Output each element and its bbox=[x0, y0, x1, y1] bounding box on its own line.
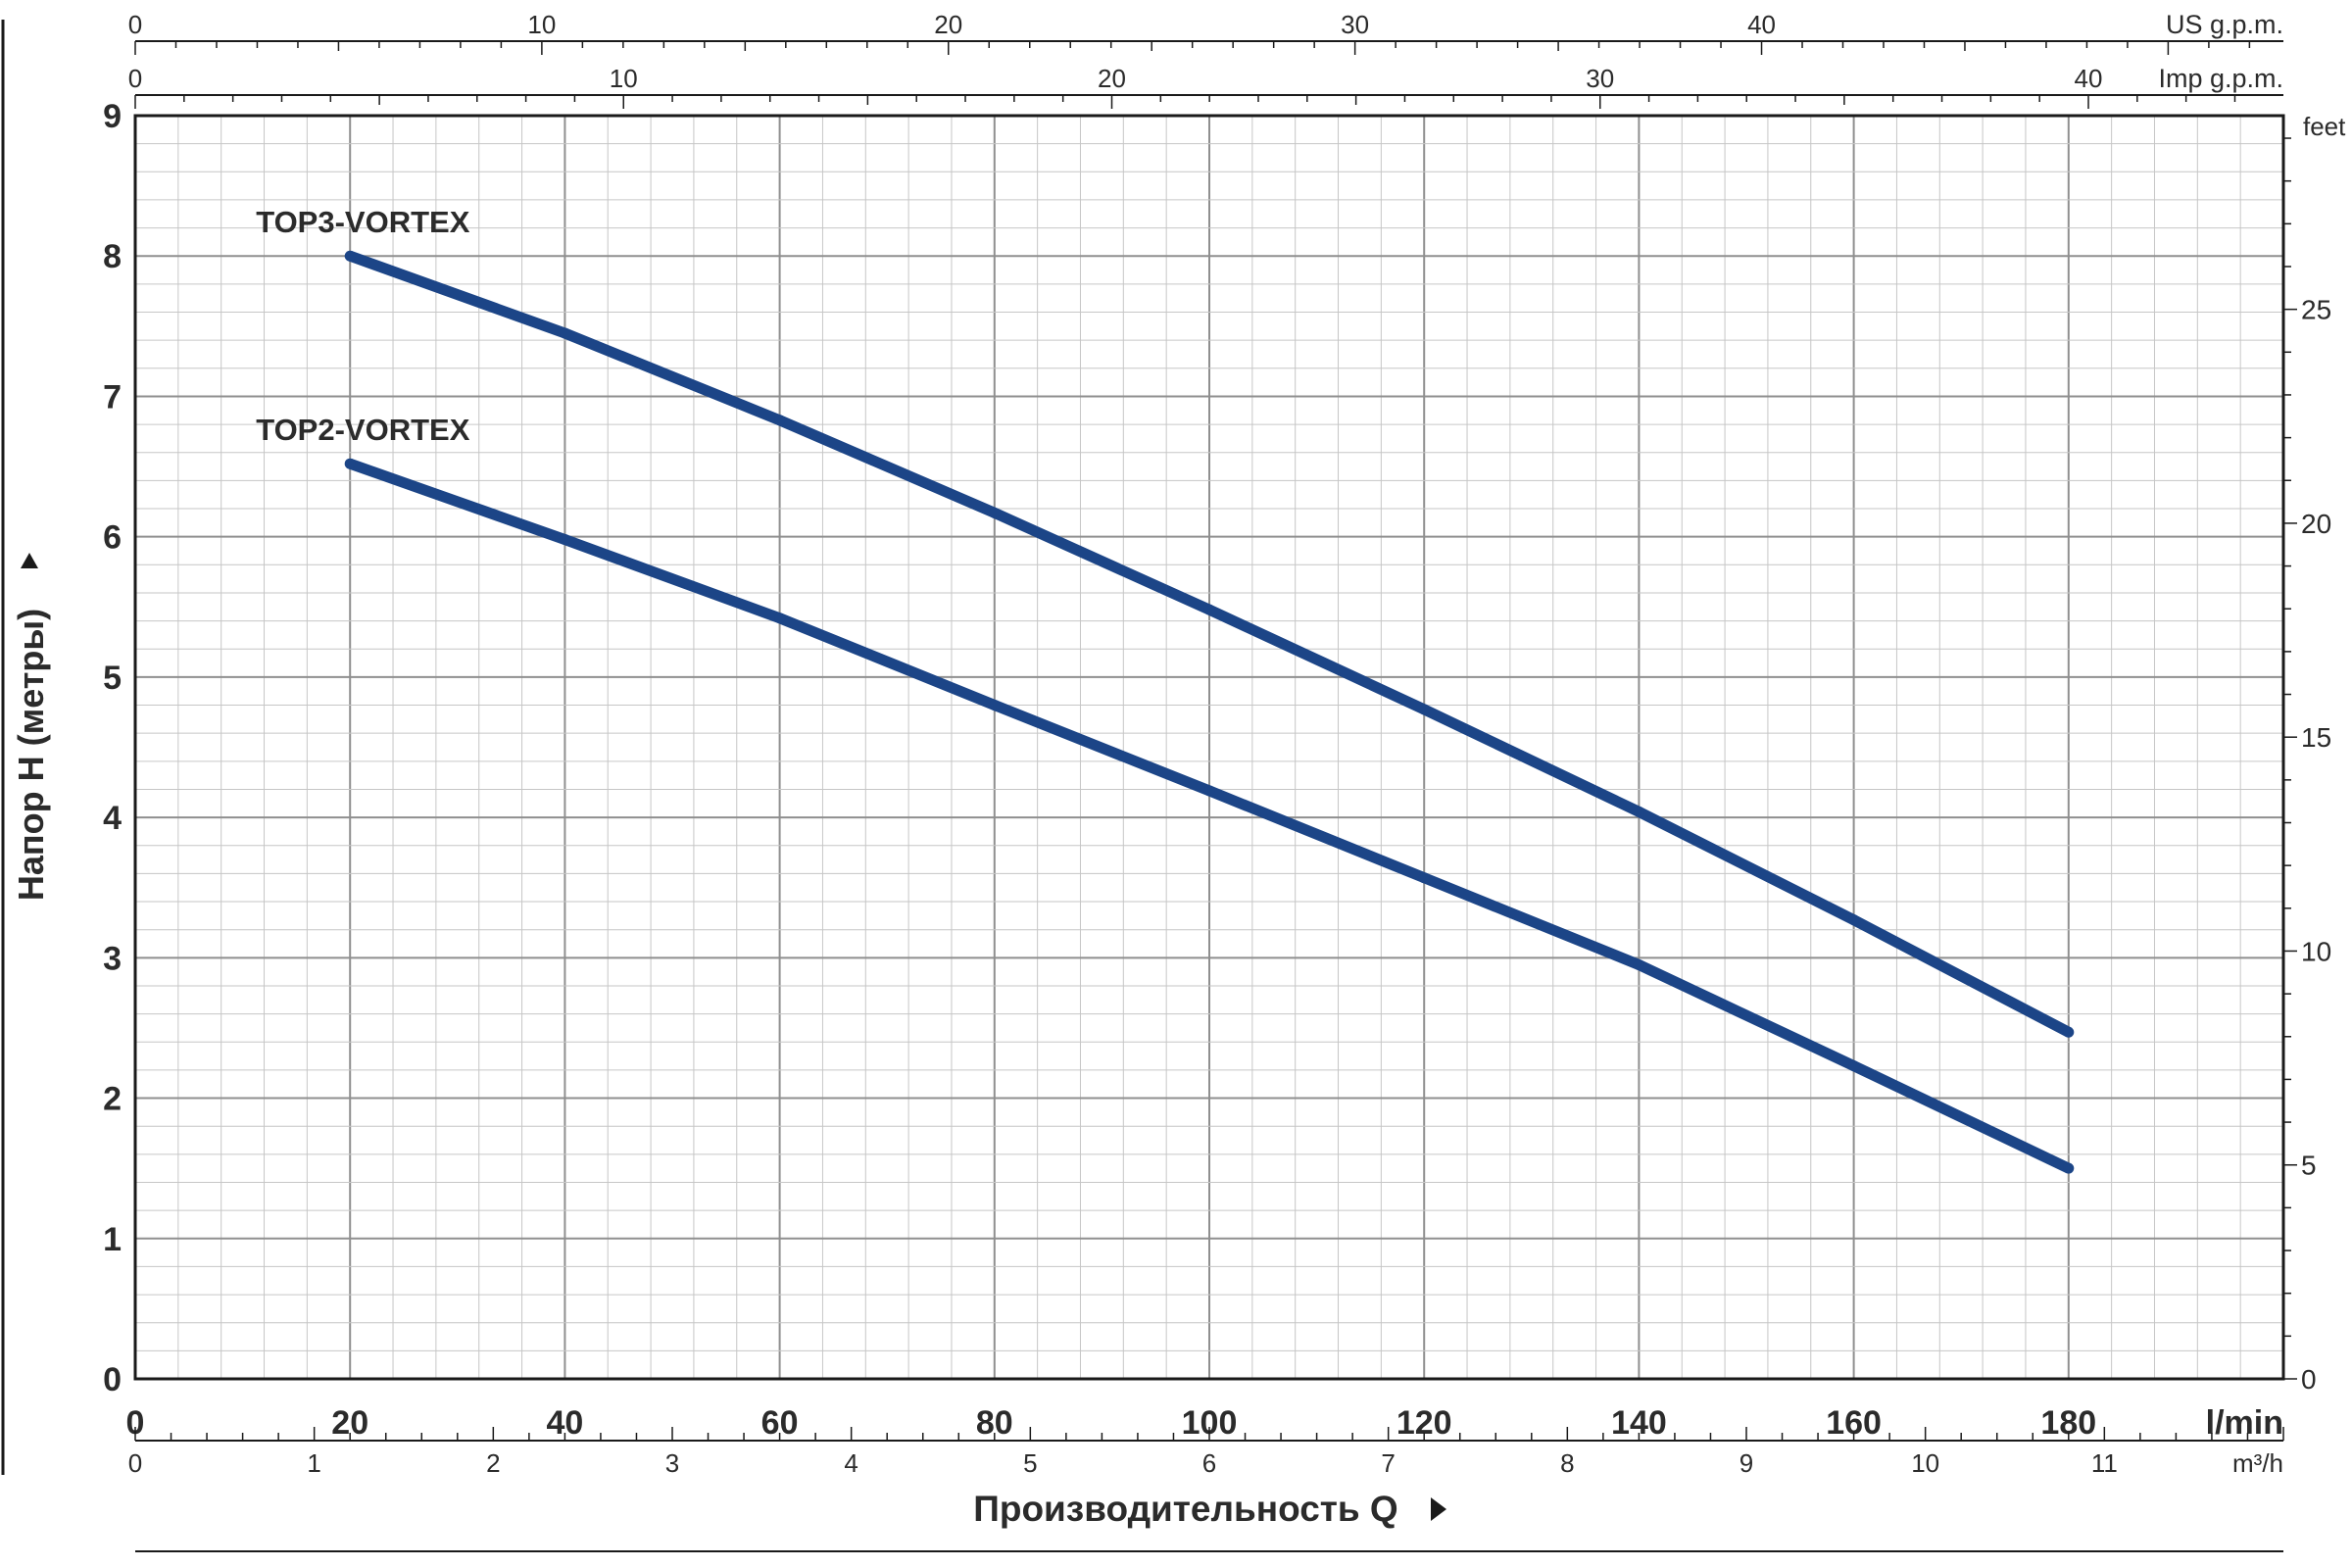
feet-tick-label: 15 bbox=[2301, 722, 2331, 753]
labels-layer: TOP3-VORTEX TOP2-VORTEX Напор H (метры) Про… bbox=[11, 205, 1446, 1529]
series-label: TOP3-VORTEX bbox=[256, 205, 470, 239]
m3h-axis-label: m³/h bbox=[2232, 1448, 2283, 1478]
data-point bbox=[344, 250, 356, 262]
y-tick-label: 5 bbox=[103, 660, 122, 697]
x-axis-title: Производительность Q bbox=[973, 1489, 1397, 1529]
data-point bbox=[1418, 704, 1430, 715]
y-tick-label: 4 bbox=[103, 800, 122, 837]
us_gpm-tick-label: 40 bbox=[1747, 10, 1776, 39]
imp_gpm-tick-label: 20 bbox=[1098, 64, 1126, 93]
feet-axis-label: feet bbox=[2303, 112, 2346, 141]
m3h-tick-label: 6 bbox=[1202, 1448, 1216, 1478]
m3h-tick-label: 2 bbox=[486, 1448, 500, 1478]
m3h-tick-label: 10 bbox=[1911, 1448, 1939, 1478]
data-point bbox=[1848, 1060, 1860, 1072]
data-point bbox=[1848, 914, 1860, 926]
data-point bbox=[1203, 785, 1215, 797]
data-point bbox=[1633, 958, 1644, 970]
data-point bbox=[559, 534, 570, 546]
m3h-tick-label: 0 bbox=[128, 1448, 142, 1478]
x-axis-arrow-icon bbox=[1431, 1497, 1446, 1521]
x-unit-label: l/min bbox=[2206, 1404, 2283, 1442]
us_gpm-tick-label: 20 bbox=[934, 10, 962, 39]
y-axis-arrow-icon bbox=[21, 553, 38, 568]
feet-tick-label: 10 bbox=[2301, 936, 2331, 966]
data-point bbox=[559, 327, 570, 339]
data-point bbox=[989, 700, 1001, 711]
data-point bbox=[2063, 1162, 2075, 1174]
us_gpm-tick-label: 30 bbox=[1341, 10, 1369, 39]
us_gpm-tick-label: 10 bbox=[527, 10, 556, 39]
m3h-tick-label: 11 bbox=[2091, 1448, 2118, 1478]
data-point bbox=[344, 458, 356, 469]
x-tick-label: 0 bbox=[126, 1404, 145, 1442]
m3h-tick-label: 9 bbox=[1740, 1448, 1753, 1478]
m3h-tick-label: 1 bbox=[307, 1448, 320, 1478]
m3h-tick-label: 7 bbox=[1381, 1448, 1395, 1478]
series-label: TOP2-VORTEX bbox=[256, 413, 470, 447]
m3h-tick-label: 4 bbox=[844, 1448, 858, 1478]
y-tick-label: 6 bbox=[103, 519, 122, 557]
data-point bbox=[989, 507, 1001, 518]
y-tick-label: 2 bbox=[103, 1081, 122, 1118]
imp_gpm-tick-label: 30 bbox=[1586, 64, 1614, 93]
data-point bbox=[2063, 1026, 2075, 1038]
data-point bbox=[1633, 806, 1644, 817]
y-axis-title: Напор H (метры) bbox=[11, 609, 51, 901]
feet-tick-label: 5 bbox=[2301, 1151, 2317, 1181]
data-point bbox=[774, 415, 786, 426]
y-tick-label: 9 bbox=[103, 98, 122, 135]
feet-tick-label: 0 bbox=[2301, 1364, 2317, 1395]
imp_gpm-axis-label: Imp g.p.m. bbox=[2158, 64, 2283, 93]
feet-tick-label: 20 bbox=[2301, 509, 2331, 539]
m3h-tick-label: 8 bbox=[1560, 1448, 1574, 1478]
grid-layer bbox=[134, 115, 2284, 1380]
series-layer bbox=[344, 250, 2075, 1174]
m3h-tick-label: 5 bbox=[1023, 1448, 1037, 1478]
y-tick-label: 8 bbox=[103, 238, 122, 275]
y-tick-label: 7 bbox=[103, 378, 122, 416]
imp_gpm-tick-label: 0 bbox=[128, 64, 142, 93]
y-tick-label: 1 bbox=[103, 1221, 122, 1258]
data-point bbox=[1203, 604, 1215, 615]
imp_gpm-tick-label: 40 bbox=[2075, 64, 2103, 93]
y-tick-label: 3 bbox=[103, 940, 122, 977]
m3h-tick-label: 3 bbox=[665, 1448, 679, 1478]
data-point bbox=[774, 612, 786, 624]
imp_gpm-tick-label: 10 bbox=[610, 64, 638, 93]
feet-tick-label: 25 bbox=[2301, 295, 2331, 325]
data-point bbox=[1418, 872, 1430, 884]
us_gpm-axis-label: US g.p.m. bbox=[2166, 10, 2283, 39]
y-tick-label: 0 bbox=[103, 1361, 122, 1398]
us_gpm-tick-label: 0 bbox=[128, 10, 142, 39]
plot-frame bbox=[133, 114, 2285, 1381]
